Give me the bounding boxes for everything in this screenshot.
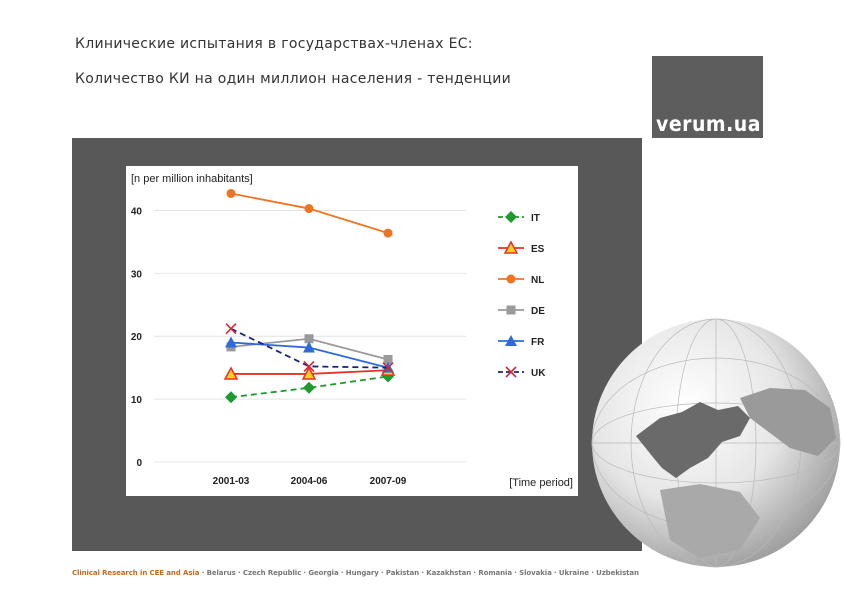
line-chart: 0 10 20 30 40 2001-03 2004-06 2007-09 [n per m… xyxy=(131,173,573,489)
x-tick-label: 2007-09 xyxy=(370,476,407,487)
data-point-it xyxy=(505,211,517,223)
legend-label-it: IT xyxy=(531,213,540,224)
data-point-es xyxy=(301,366,317,380)
data-point-es xyxy=(223,366,239,380)
series-line-nl xyxy=(230,192,389,234)
data-point-it xyxy=(225,391,237,404)
series-lines xyxy=(223,188,396,404)
legend-label-es: ES xyxy=(531,244,545,255)
slide-title: Клинические испытания в государствах-чле… xyxy=(75,36,473,52)
y-axis-label: [n per million inhabitants] xyxy=(131,173,253,185)
data-point-it xyxy=(303,381,315,394)
y-tick-label: 10 xyxy=(131,395,143,406)
data-point-es xyxy=(503,240,519,254)
data-point-nl xyxy=(506,274,516,284)
slide-subtitle: Количество КИ на один миллион населения … xyxy=(75,71,511,87)
legend-label-nl: NL xyxy=(531,275,544,286)
data-point-nl xyxy=(383,228,393,238)
y-tick-label: 0 xyxy=(136,458,142,469)
data-point-uk xyxy=(225,323,237,335)
y-axis: 0 10 20 30 40 xyxy=(131,206,143,469)
data-point-fr xyxy=(225,336,237,348)
data-point-fr xyxy=(505,335,517,346)
x-tick-label: 2001-03 xyxy=(213,476,250,487)
x-axis-label: [Time period] xyxy=(509,477,573,489)
legend-label-uk: UK xyxy=(531,368,546,379)
footer: Clinical Research in CEE and Asia · Bela… xyxy=(72,569,639,577)
data-point-de xyxy=(383,354,393,364)
data-point-fr xyxy=(303,341,315,353)
y-tick-label: 20 xyxy=(131,332,143,343)
data-point-nl xyxy=(304,204,314,214)
data-point-uk xyxy=(382,362,394,374)
globe-image xyxy=(591,318,841,568)
x-axis: 2001-03 2004-06 2007-09 xyxy=(213,476,407,487)
data-point-nl xyxy=(226,188,236,198)
footer-countries: · Belarus · Czech Republic · Georgia · H… xyxy=(199,569,639,577)
data-point-de xyxy=(506,305,516,315)
y-tick-label: 40 xyxy=(131,206,143,217)
verum-logo: verum.ua xyxy=(652,56,763,138)
footer-brand: Clinical Research in CEE and Asia xyxy=(72,569,200,577)
legend: IT ES NL DE FR UK xyxy=(498,211,546,379)
y-tick-label: 30 xyxy=(131,269,143,280)
data-point-uk xyxy=(505,366,517,378)
data-point-uk xyxy=(303,360,315,372)
data-point-de xyxy=(304,334,314,344)
x-tick-label: 2004-06 xyxy=(291,476,328,487)
legend-label-de: DE xyxy=(531,306,545,317)
series-line-it xyxy=(230,375,389,399)
logo-text: verum.ua xyxy=(656,112,761,136)
chart-area: 0 10 20 30 40 2001-03 2004-06 2007-09 [n per m… xyxy=(126,166,578,496)
legend-label-fr: FR xyxy=(531,337,545,348)
